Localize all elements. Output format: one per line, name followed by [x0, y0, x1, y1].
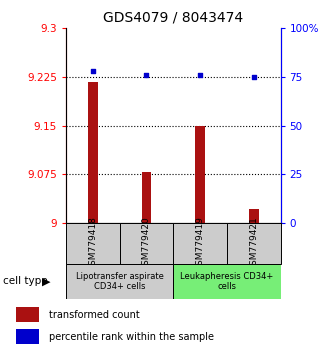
Title: GDS4079 / 8043474: GDS4079 / 8043474: [103, 10, 243, 24]
Point: [90, 68, 95, 74]
Bar: [66, 264, 173, 299]
Text: GSM779419: GSM779419: [196, 216, 205, 271]
Bar: [88, 81, 98, 223]
Text: GSM779418: GSM779418: [88, 216, 97, 271]
Text: transformed count: transformed count: [49, 310, 139, 320]
Point: [251, 74, 256, 80]
Bar: [66, 223, 120, 264]
Text: percentile rank within the sample: percentile rank within the sample: [49, 332, 214, 342]
Point: [144, 72, 149, 78]
Text: ▶: ▶: [42, 276, 50, 286]
Text: GSM779420: GSM779420: [142, 216, 151, 271]
Bar: [119, 223, 173, 264]
Text: cell type: cell type: [3, 276, 48, 286]
Text: Lipotransfer aspirate
CD34+ cells: Lipotransfer aspirate CD34+ cells: [76, 272, 164, 291]
Bar: [195, 126, 205, 223]
Text: Leukapheresis CD34+
cells: Leukapheresis CD34+ cells: [180, 272, 274, 291]
Bar: [173, 223, 227, 264]
Bar: [142, 172, 151, 223]
Bar: [173, 264, 280, 299]
Point: [197, 72, 203, 78]
Bar: [16, 329, 39, 344]
Text: GSM779421: GSM779421: [249, 216, 258, 271]
Bar: [249, 209, 258, 223]
Bar: [16, 307, 39, 322]
Bar: [227, 223, 280, 264]
